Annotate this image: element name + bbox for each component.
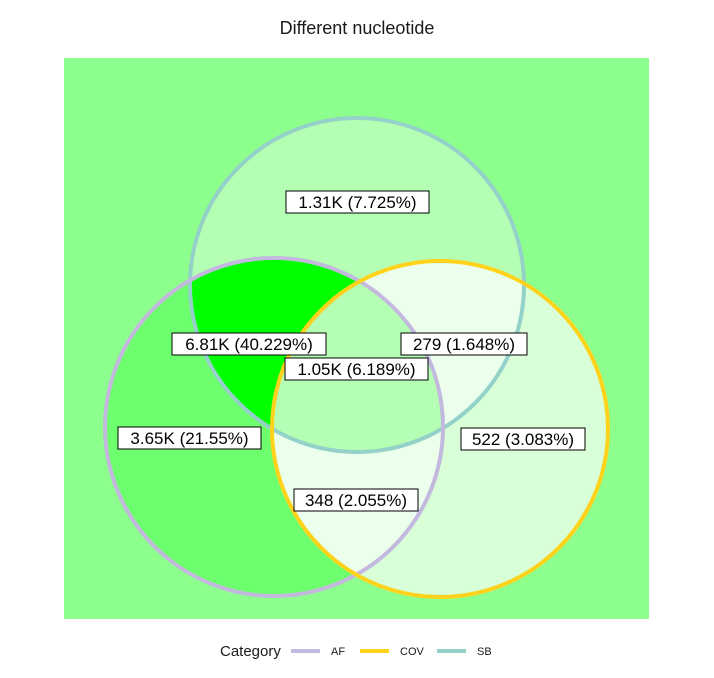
region-label-sb-only: 1.31K (7.725%): [285, 190, 430, 214]
legend: Category AF COV SB: [220, 643, 492, 660]
region-label-cov-sb: 279 (1.648%): [400, 332, 528, 356]
svg-text:3.65K (21.55%): 3.65K (21.55%): [130, 429, 248, 448]
svg-text:1.05K (6.189%): 1.05K (6.189%): [297, 360, 415, 379]
svg-text:522 (3.083%): 522 (3.083%): [472, 430, 574, 449]
diagram-title: Different nucleotide: [279, 18, 435, 38]
svg-text:348 (2.055%): 348 (2.055%): [305, 491, 407, 510]
region-label-af-only: 3.65K (21.55%): [117, 426, 262, 450]
cov-circle-outline: [270, 259, 610, 599]
legend-label-cov: COV: [400, 646, 425, 658]
svg-text:6.81K (40.229%): 6.81K (40.229%): [185, 335, 313, 354]
af-circle-outline: [103, 256, 445, 598]
region-label-cov-only: 522 (3.083%): [460, 427, 586, 451]
region-label-af-cov-sb: 1.05K (6.189%): [284, 357, 429, 381]
svg-text:279 (1.648%): 279 (1.648%): [413, 335, 515, 354]
legend-title: Category: [220, 643, 281, 660]
legend-label-sb: SB: [477, 646, 492, 658]
legend-label-af: AF: [331, 646, 345, 658]
region-label-af-cov: 348 (2.055%): [293, 488, 419, 512]
region-label-af-sb: 6.81K (40.229%): [171, 332, 327, 356]
svg-text:1.31K (7.725%): 1.31K (7.725%): [298, 193, 416, 212]
